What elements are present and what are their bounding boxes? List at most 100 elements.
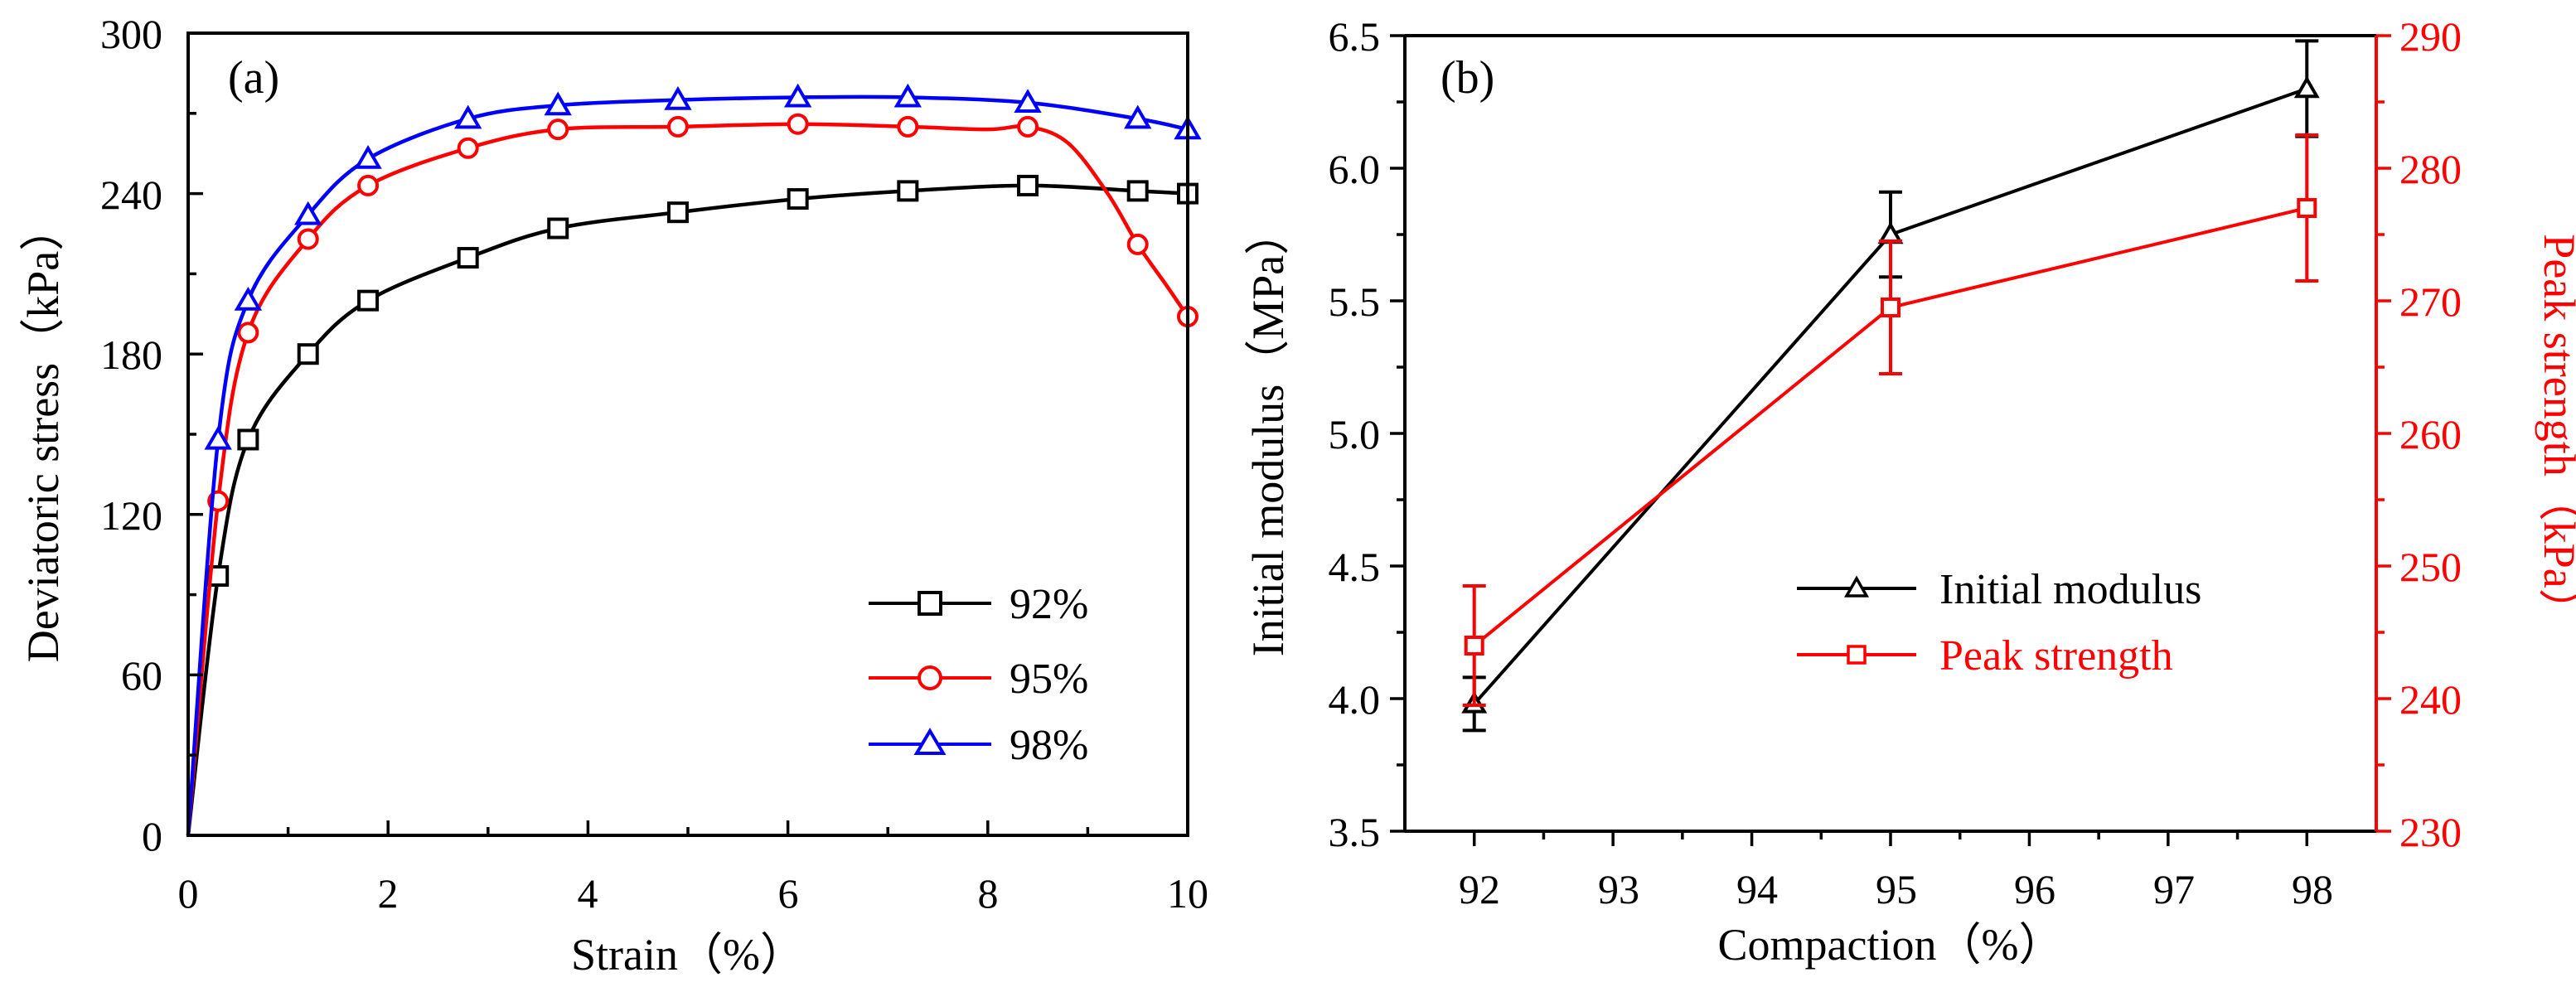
chart-a-x-tick-label: 2 — [378, 870, 399, 917]
chart-b-y-tick-label: 5.0 — [1329, 411, 1381, 457]
data-point-92 — [666, 201, 689, 224]
chart-b-plot-area — [1461, 39, 2320, 733]
chart-a-x-tick-labels: 0 2 4 6 8 10 — [178, 870, 1209, 917]
chart-a-x-tick-label: 0 — [178, 870, 199, 917]
data-point-initial-modulus — [2293, 75, 2320, 99]
series-line-98 — [186, 94, 1189, 836]
data-point-98 — [1124, 104, 1152, 129]
chart-b-panel-label: (b) — [1441, 52, 1494, 104]
chart-b-y2-tick-label: 280 — [2399, 146, 2462, 192]
data-point-92 — [787, 188, 809, 210]
chart-b-ticks — [1390, 34, 2391, 846]
chart-b-y-axis-title: Initial modulus（MPa） — [1243, 210, 1293, 657]
chart-b: 92 93 94 95 96 97 98 3.5 4.0 4.5 5.0 5.5… — [1243, 13, 2576, 970]
chart-b-x-tick-label: 94 — [1736, 866, 1778, 912]
data-point-92 — [1126, 180, 1149, 202]
chart-b-x-tick-label: 95 — [1876, 866, 1917, 912]
series-line-95 — [186, 122, 1189, 836]
chart-b-y2-tick-label: 290 — [2399, 13, 2462, 60]
data-point-98 — [783, 83, 812, 108]
legend-entry-initial-modulus: Initial modulus — [1797, 566, 2201, 613]
legend-label-peak-strength: Peak strength — [1939, 632, 2173, 680]
chart-a-x-tick-label: 6 — [778, 870, 799, 917]
data-point-98 — [204, 425, 232, 450]
data-point-98 — [544, 91, 572, 116]
chart-a-y-tick-label: 180 — [100, 331, 162, 378]
data-point-peak-strength — [2297, 198, 2317, 218]
chart-a-y-tick-label: 240 — [100, 172, 162, 218]
chart-b-y-tick-label: 5.5 — [1329, 278, 1381, 325]
chart-a-frame — [186, 31, 1189, 837]
chart-b-y2-tick-label: 240 — [2399, 676, 2462, 723]
chart-a-x-tick-label: 4 — [578, 870, 598, 917]
chart-b-y2-tick-label: 230 — [2399, 809, 2462, 855]
legend-marker-98 — [913, 728, 947, 755]
data-point-92 — [237, 428, 259, 451]
chart-a-panel-label: (a) — [228, 52, 279, 104]
legend-entry-peak-strength: Peak strength — [1797, 632, 2173, 680]
chart-b-y2-tick-label: 270 — [2399, 278, 2462, 325]
data-point-98 — [664, 86, 692, 110]
chart-a-ticks — [186, 31, 1189, 837]
chart-a-y-tick-label: 300 — [100, 11, 162, 57]
chart-b-x-tick-label: 96 — [2014, 866, 2055, 912]
legend-label-initial-modulus: Initial modulus — [1939, 566, 2201, 613]
data-point-98 — [354, 145, 382, 169]
chart-a-y-axis-title: Deviatoric stress（kPa） — [18, 206, 68, 662]
data-point-92 — [297, 343, 319, 365]
chart-b-x-tick-label: 92 — [1459, 866, 1500, 912]
data-point-98 — [454, 104, 482, 129]
chart-b-y2-tick-labels: 230 240 250 260 270 280 290 — [2399, 13, 2462, 855]
legend-label-98: 98% — [1010, 722, 1088, 769]
legend-label-92: 92% — [1010, 581, 1088, 628]
chart-b-x-tick-label: 97 — [2153, 866, 2195, 912]
legend-label-95: 95% — [1010, 656, 1088, 703]
data-point-98 — [893, 83, 922, 108]
data-point-peak-strength — [1464, 636, 1484, 656]
legend-marker-initial-modulus — [1843, 575, 1870, 598]
series-line-92 — [186, 183, 1189, 836]
data-point-peak-strength — [1881, 298, 1901, 317]
chart-b-y-tick-label: 4.5 — [1329, 544, 1381, 590]
chart-a-y-tick-label: 120 — [100, 492, 162, 539]
data-point-95 — [457, 137, 479, 159]
chart-b-y2-tick-label: 260 — [2399, 411, 2462, 457]
chart-b-y2-axis-title: Peak strength（kPa） — [2535, 234, 2576, 632]
chart-b-y2-tick-label: 250 — [2399, 544, 2462, 590]
chart-a-gridless-plot — [186, 83, 1202, 836]
data-point-92 — [1017, 174, 1039, 196]
chart-b-y-tick-label: 6.0 — [1329, 146, 1381, 192]
data-point-95 — [666, 115, 689, 138]
legend-entry-98: 98% — [869, 722, 1088, 769]
data-point-95 — [297, 228, 319, 250]
data-point-92 — [357, 289, 380, 312]
data-point-98 — [1014, 89, 1042, 114]
legend-entry-92: 92% — [869, 581, 1088, 628]
chart-a-y-tick-label: 60 — [121, 652, 162, 699]
chart-a-y-tick-label: 0 — [142, 813, 162, 859]
data-point-92 — [457, 247, 479, 269]
chart-b-x-tick-labels: 92 93 94 95 96 97 98 — [1459, 866, 2333, 912]
data-point-95 — [357, 174, 380, 196]
chart-b-x-tick-label: 93 — [1598, 866, 1639, 912]
chart-b-y-tick-label: 4.0 — [1329, 676, 1381, 723]
legend-marker-peak-strength — [1847, 645, 1867, 665]
legend-entry-95: 95% — [869, 656, 1088, 703]
data-point-92 — [547, 217, 569, 239]
chart-a-x-tick-label: 8 — [978, 870, 999, 917]
data-point-95 — [547, 119, 569, 141]
chart-a-legend: 92% 95% 98% — [869, 581, 1088, 769]
data-point-95 — [1017, 115, 1039, 138]
chart-b-y-tick-label: 6.5 — [1329, 13, 1381, 60]
chart-a-plot-area — [186, 83, 1202, 836]
legend-marker-92 — [918, 591, 942, 616]
chart-b-x-tick-label: 98 — [2292, 866, 2333, 912]
data-point-95 — [787, 113, 809, 135]
chart-b-legend: Initial modulus Peak strength — [1797, 566, 2201, 680]
data-point-92 — [897, 180, 919, 202]
chart-b-x-axis-title: Compaction（%） — [1718, 920, 2064, 970]
data-point-95 — [897, 115, 919, 138]
legend-marker-95 — [918, 665, 942, 690]
data-point-98 — [234, 287, 263, 311]
